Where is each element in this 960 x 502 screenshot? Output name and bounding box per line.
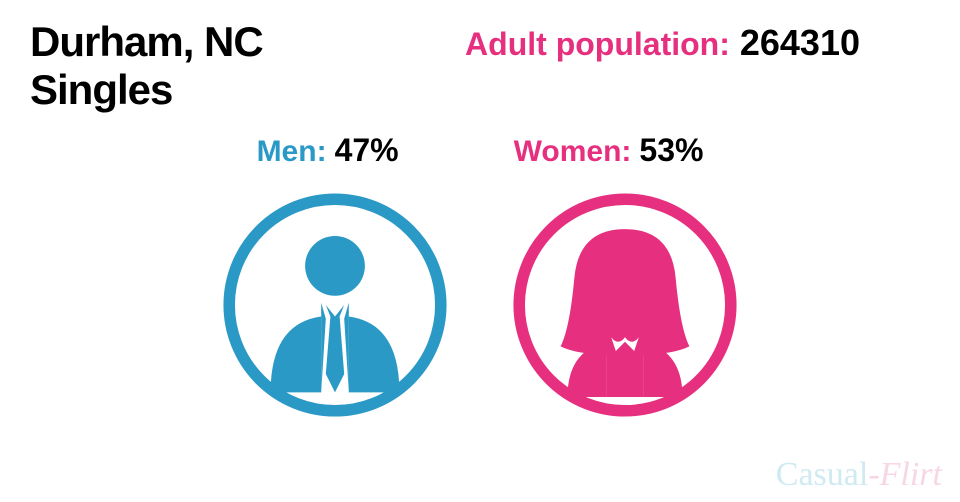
header-population: Adult population: 264310 xyxy=(465,22,860,64)
men-value: 47% xyxy=(335,132,399,169)
avatar-icons xyxy=(0,190,960,420)
women-label: Women: xyxy=(514,135,632,169)
male-avatar-icon xyxy=(220,190,450,420)
watermark: Casual-Flirt xyxy=(776,456,942,494)
women-value: 53% xyxy=(639,132,703,169)
watermark-part1: Casual xyxy=(776,456,869,493)
city-name: Durham, NC xyxy=(30,18,263,66)
female-avatar-icon xyxy=(510,190,740,420)
gender-stats: Men: 47% Women: 53% xyxy=(0,132,960,169)
women-stat: Women: 53% xyxy=(514,132,704,169)
men-label: Men: xyxy=(257,135,327,169)
subtitle: Singles xyxy=(30,66,263,114)
men-stat: Men: 47% xyxy=(257,132,399,169)
header-location: Durham, NC Singles xyxy=(30,18,263,115)
watermark-part2: -Flirt xyxy=(868,456,942,493)
population-label: Adult population: xyxy=(465,26,730,63)
population-value: 264310 xyxy=(740,22,860,64)
